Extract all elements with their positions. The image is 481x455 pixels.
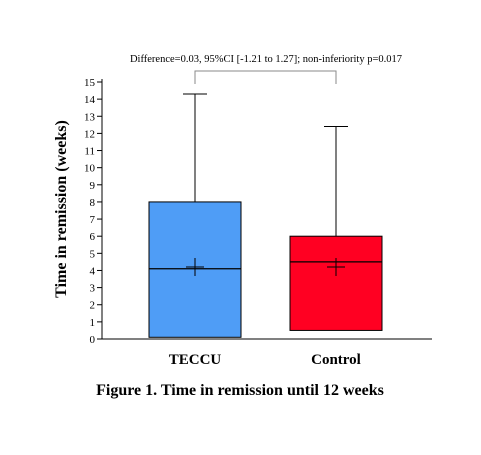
y-tick-label: 3 — [90, 283, 96, 295]
y-tick-label: 14 — [84, 94, 96, 106]
y-axis-label: Time in remission (weeks) — [53, 120, 70, 298]
iqr-box — [289, 235, 383, 331]
y-tick-label: 0 — [90, 334, 96, 346]
box-teccu — [148, 93, 242, 338]
y-tick-label: 2 — [90, 300, 96, 312]
y-tick-label: 7 — [90, 214, 96, 226]
figure-caption: Figure 1. Time in remission until 12 wee… — [96, 382, 384, 399]
y-tick-label: 10 — [84, 163, 96, 175]
y-tick-label: 1 — [90, 317, 96, 329]
y-tick-label: 9 — [90, 180, 96, 192]
y-tick-label: 8 — [90, 197, 96, 209]
y-tick-label: 6 — [90, 231, 96, 243]
y-tick-label: 5 — [90, 248, 96, 260]
y-tick-label: 12 — [84, 128, 95, 140]
y-tick-label: 11 — [84, 146, 95, 158]
comparison-annotation: Difference=0.03, 95%CI [-1.21 to 1.27]; … — [130, 54, 402, 65]
x-tick-label: TECCU — [169, 352, 222, 368]
comparison-bracket — [194, 70, 337, 84]
y-tick-label: 13 — [84, 111, 96, 123]
y-tick-label: 15 — [84, 77, 96, 89]
x-axis-labels: TECCU Control — [169, 352, 361, 368]
box-series — [148, 93, 383, 338]
x-tick-label: Control — [311, 352, 361, 368]
box-control — [289, 126, 383, 331]
y-tick-label: 4 — [90, 265, 96, 277]
